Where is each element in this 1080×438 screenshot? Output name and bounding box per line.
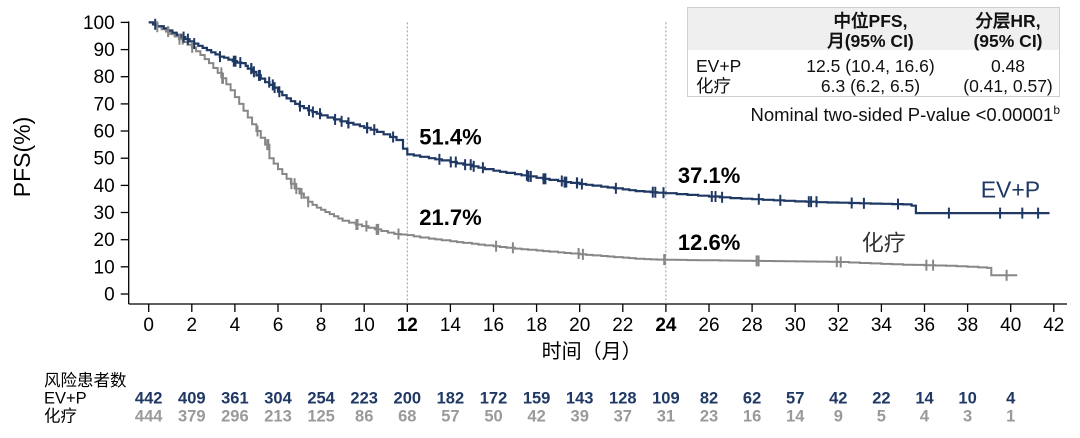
- svg-text:37.1%: 37.1%: [678, 163, 740, 188]
- svg-text:32: 32: [828, 315, 849, 336]
- svg-text:51.4%: 51.4%: [419, 124, 481, 149]
- svg-text:8: 8: [316, 315, 327, 336]
- svg-text:化疗: 化疗: [44, 406, 77, 425]
- svg-text:80: 80: [94, 67, 115, 88]
- svg-text:143: 143: [566, 390, 594, 408]
- svg-text:31: 31: [657, 407, 675, 425]
- svg-text:12.6%: 12.6%: [678, 230, 740, 255]
- svg-text:42: 42: [527, 407, 545, 425]
- svg-text:304: 304: [264, 390, 292, 408]
- svg-text:28: 28: [742, 315, 763, 336]
- svg-text:442: 442: [135, 390, 163, 408]
- svg-text:16: 16: [743, 407, 761, 425]
- svg-text:200: 200: [394, 390, 422, 408]
- svg-text:0: 0: [143, 315, 154, 336]
- svg-text:38: 38: [957, 315, 978, 336]
- svg-text:50: 50: [484, 407, 502, 425]
- svg-text:化疗: 化疗: [862, 231, 906, 256]
- svg-text:70: 70: [94, 94, 115, 115]
- svg-text:PFS(%): PFS(%): [9, 117, 35, 198]
- svg-text:50: 50: [94, 149, 115, 170]
- svg-text:14: 14: [915, 390, 934, 408]
- svg-text:62: 62: [743, 390, 761, 408]
- svg-text:37: 37: [614, 407, 632, 425]
- svg-text:213: 213: [264, 407, 292, 425]
- svg-text:16: 16: [483, 315, 504, 336]
- svg-text:10: 10: [958, 390, 976, 408]
- svg-text:60: 60: [94, 122, 115, 143]
- svg-text:254: 254: [307, 390, 335, 408]
- svg-text:14: 14: [440, 315, 462, 336]
- svg-text:36: 36: [914, 315, 935, 336]
- svg-text:30: 30: [785, 315, 806, 336]
- svg-text:风险患者数: 风险患者数: [44, 371, 127, 390]
- svg-text:EV+P: EV+P: [44, 390, 87, 408]
- svg-text:1: 1: [1006, 407, 1015, 425]
- svg-text:EV+P: EV+P: [981, 177, 1040, 203]
- svg-text:时间（月）: 时间（月）: [542, 340, 642, 363]
- svg-text:379: 379: [178, 407, 206, 425]
- svg-text:296: 296: [221, 407, 249, 425]
- svg-text:444: 444: [135, 407, 163, 425]
- svg-text:39: 39: [571, 407, 589, 425]
- svg-text:23: 23: [700, 407, 718, 425]
- svg-text:10: 10: [94, 257, 115, 278]
- svg-text:57: 57: [441, 407, 459, 425]
- svg-text:90: 90: [94, 40, 115, 61]
- svg-text:40: 40: [94, 176, 115, 197]
- svg-text:3: 3: [963, 407, 972, 425]
- svg-text:2: 2: [187, 315, 198, 336]
- svg-text:100: 100: [83, 13, 115, 34]
- svg-text:57: 57: [786, 390, 804, 408]
- svg-text:409: 409: [178, 390, 206, 408]
- svg-text:172: 172: [480, 390, 508, 408]
- svg-text:12: 12: [397, 315, 418, 336]
- svg-text:42: 42: [1043, 315, 1064, 336]
- svg-text:0: 0: [104, 285, 115, 306]
- svg-text:125: 125: [307, 407, 335, 425]
- svg-text:14: 14: [786, 407, 805, 425]
- svg-text:20: 20: [569, 315, 590, 336]
- svg-text:6: 6: [273, 315, 284, 336]
- svg-text:361: 361: [221, 390, 249, 408]
- svg-text:4: 4: [230, 315, 241, 336]
- svg-text:34: 34: [871, 315, 893, 336]
- svg-text:42: 42: [829, 390, 847, 408]
- svg-text:159: 159: [523, 390, 551, 408]
- svg-text:22: 22: [612, 315, 633, 336]
- svg-text:128: 128: [609, 390, 637, 408]
- svg-text:82: 82: [700, 390, 718, 408]
- svg-text:182: 182: [437, 390, 465, 408]
- svg-text:9: 9: [834, 407, 843, 425]
- svg-text:30: 30: [94, 203, 115, 224]
- svg-text:109: 109: [652, 390, 680, 408]
- svg-text:5: 5: [877, 407, 886, 425]
- svg-text:18: 18: [526, 315, 547, 336]
- svg-text:4: 4: [920, 407, 930, 425]
- svg-text:24: 24: [655, 315, 677, 336]
- svg-text:10: 10: [354, 315, 375, 336]
- svg-text:40: 40: [1000, 315, 1021, 336]
- svg-text:68: 68: [398, 407, 416, 425]
- svg-text:20: 20: [94, 230, 115, 251]
- svg-text:223: 223: [350, 390, 378, 408]
- svg-text:86: 86: [355, 407, 373, 425]
- svg-text:26: 26: [698, 315, 719, 336]
- svg-text:4: 4: [1006, 390, 1016, 408]
- svg-text:21.7%: 21.7%: [419, 205, 481, 230]
- svg-text:22: 22: [872, 390, 890, 408]
